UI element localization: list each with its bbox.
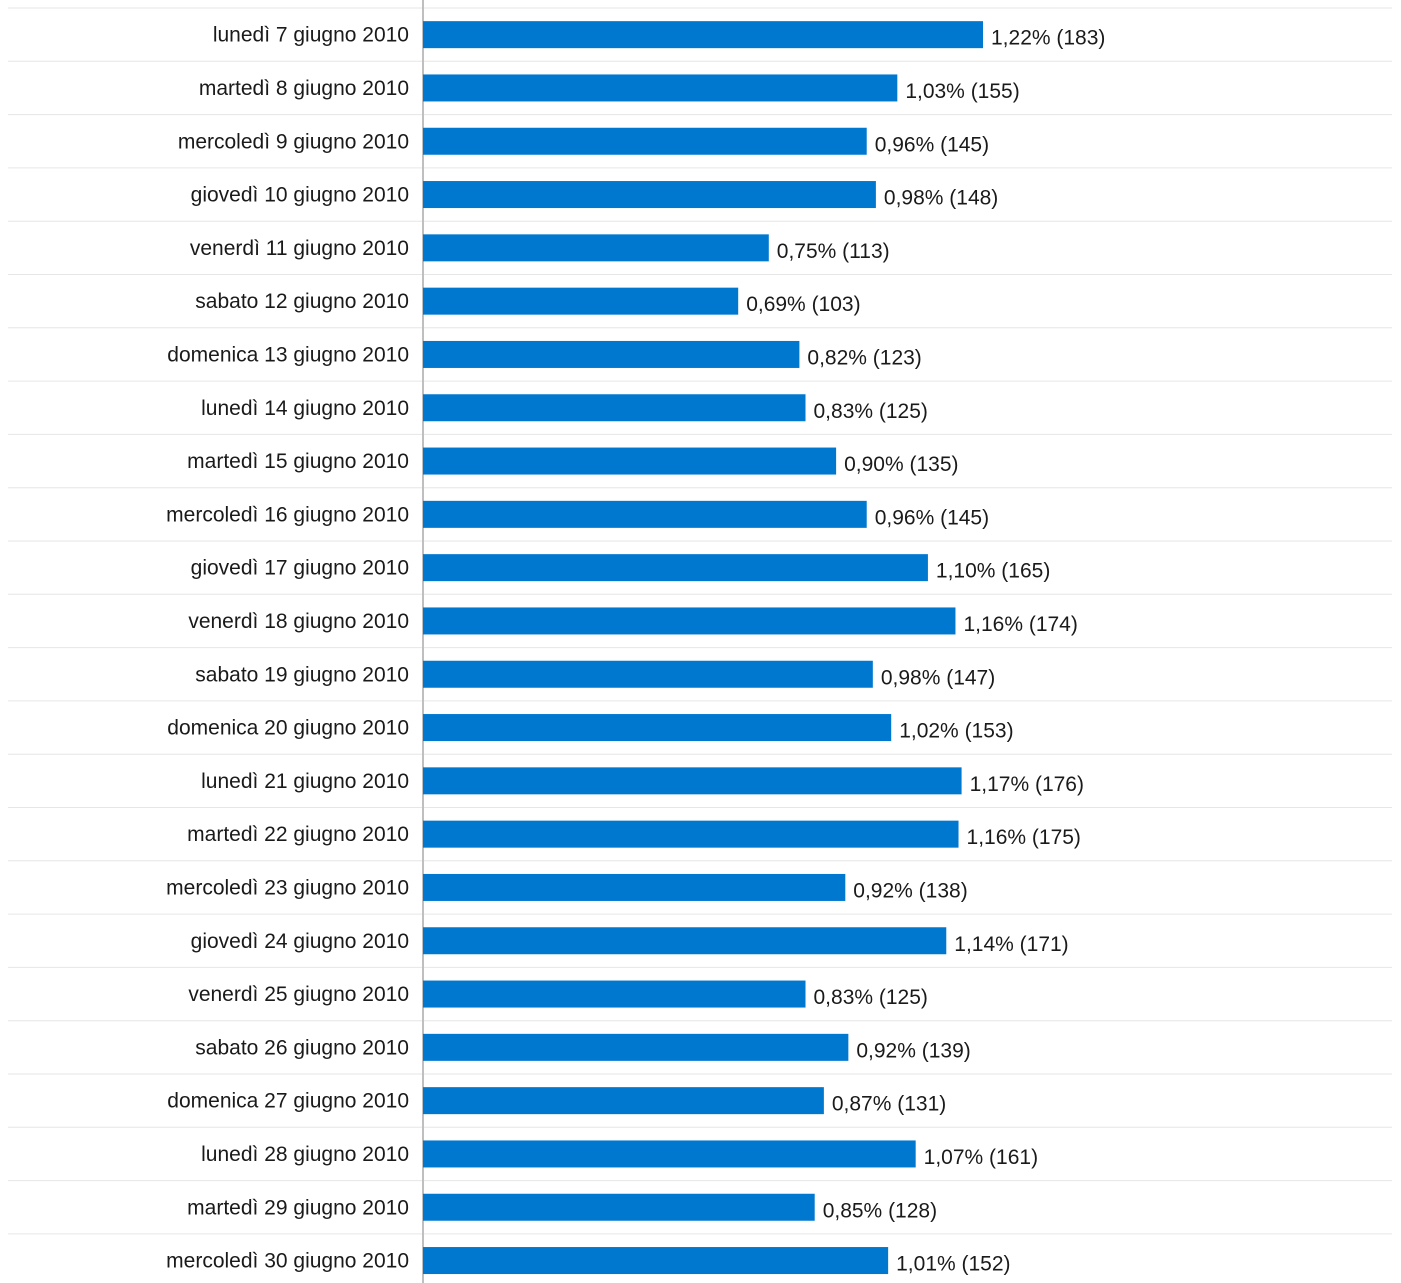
data-label: 1,10% (165) xyxy=(936,560,1050,583)
data-label: 1,07% (161) xyxy=(924,1146,1038,1169)
category-label: lunedì 28 giugno 2010 xyxy=(201,1143,409,1166)
bar xyxy=(423,554,928,582)
data-label: 0,98% (148) xyxy=(884,187,998,210)
bar xyxy=(423,500,867,528)
bar xyxy=(423,21,983,49)
bar xyxy=(423,820,959,848)
data-label: 0,96% (145) xyxy=(875,133,989,156)
data-label: 1,02% (153) xyxy=(899,720,1013,743)
category-label: domenica 27 giugno 2010 xyxy=(167,1090,409,1113)
bar xyxy=(423,287,739,315)
category-label: sabato 19 giugno 2010 xyxy=(195,663,409,686)
data-label: 1,01% (152) xyxy=(896,1253,1010,1276)
bar xyxy=(423,234,769,262)
bar xyxy=(423,980,806,1008)
category-label: martedì 15 giugno 2010 xyxy=(187,450,409,473)
category-label: mercoledì 30 giugno 2010 xyxy=(166,1250,409,1273)
category-label: mercoledì 9 giugno 2010 xyxy=(178,130,409,153)
data-label: 0,82% (123) xyxy=(807,346,921,369)
bar xyxy=(423,394,806,422)
category-label: sabato 26 giugno 2010 xyxy=(195,1036,409,1059)
category-label: giovedì 17 giugno 2010 xyxy=(191,557,409,580)
category-label: venerdì 11 giugno 2010 xyxy=(190,237,409,260)
category-label: martedì 29 giugno 2010 xyxy=(187,1196,409,1219)
category-label: sabato 12 giugno 2010 xyxy=(195,290,409,313)
category-label: lunedì 14 giugno 2010 xyxy=(201,397,409,420)
data-label: 0,85% (128) xyxy=(823,1199,937,1222)
bar xyxy=(423,447,837,475)
category-label: giovedì 24 giugno 2010 xyxy=(191,930,409,953)
data-label: 0,75% (113) xyxy=(777,240,890,263)
category-label: domenica 20 giugno 2010 xyxy=(167,717,409,740)
data-label: 0,92% (139) xyxy=(856,1039,970,1062)
data-label: 1,17% (176) xyxy=(970,773,1084,796)
category-label: mercoledì 23 giugno 2010 xyxy=(166,876,409,899)
category-label: lunedì 7 giugno 2010 xyxy=(213,24,409,47)
bar xyxy=(423,607,956,635)
category-label: mercoledì 16 giugno 2010 xyxy=(166,503,409,526)
data-label: 0,83% (125) xyxy=(814,986,928,1009)
data-label: 0,98% (147) xyxy=(881,666,995,689)
data-label: 1,16% (175) xyxy=(967,826,1081,849)
bar xyxy=(423,873,846,901)
data-label: 0,90% (135) xyxy=(844,453,958,476)
data-label: 1,22% (183) xyxy=(991,27,1105,50)
bar xyxy=(423,767,962,795)
category-label: martedì 8 giugno 2010 xyxy=(199,77,409,100)
category-label: lunedì 21 giugno 2010 xyxy=(201,770,409,793)
category-label: domenica 13 giugno 2010 xyxy=(167,343,409,366)
data-label: 0,87% (131) xyxy=(832,1093,946,1116)
bar xyxy=(423,1193,815,1221)
data-label: 1,14% (171) xyxy=(954,933,1068,956)
data-label: 0,83% (125) xyxy=(814,400,928,423)
category-label: venerdì 18 giugno 2010 xyxy=(188,610,409,633)
data-label: 1,03% (155) xyxy=(905,80,1019,103)
bar xyxy=(423,181,876,209)
bar xyxy=(423,74,898,102)
category-label: venerdì 25 giugno 2010 xyxy=(188,983,409,1006)
bar xyxy=(423,660,873,688)
bar xyxy=(423,1247,889,1275)
bar xyxy=(423,127,867,155)
bar xyxy=(423,1087,824,1115)
bar xyxy=(423,1033,849,1061)
data-label: 0,96% (145) xyxy=(875,506,989,529)
data-label: 0,69% (103) xyxy=(746,293,860,316)
bar xyxy=(423,340,800,368)
bar xyxy=(423,1140,916,1168)
category-label: martedì 22 giugno 2010 xyxy=(187,823,409,846)
data-label: 0,92% (138) xyxy=(853,879,967,902)
category-label: giovedì 10 giugno 2010 xyxy=(191,184,409,207)
bar xyxy=(423,927,947,955)
data-label: 1,16% (174) xyxy=(963,613,1077,636)
bar xyxy=(423,714,892,742)
